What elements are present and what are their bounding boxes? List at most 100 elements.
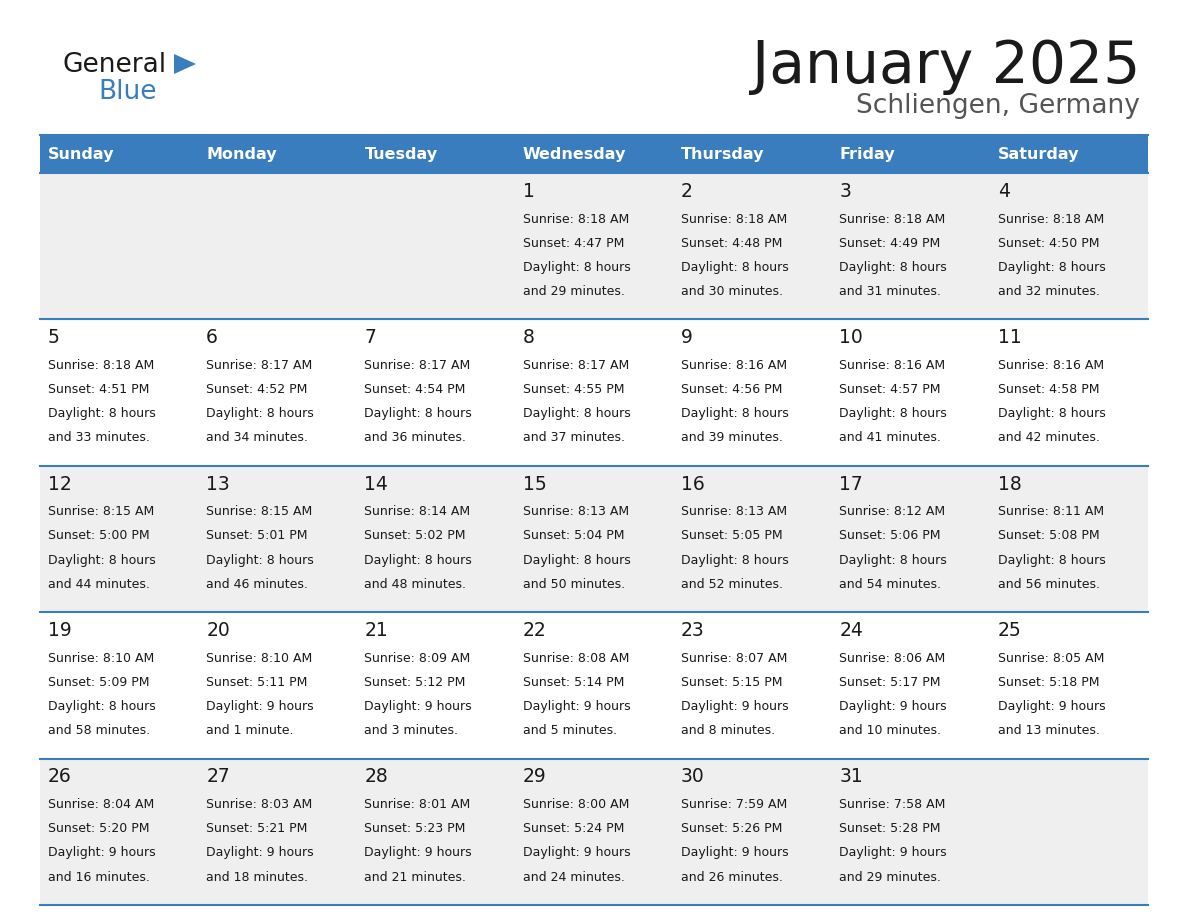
Text: and 24 minutes.: and 24 minutes.: [523, 870, 625, 884]
Text: Sunset: 5:08 PM: Sunset: 5:08 PM: [998, 530, 1099, 543]
Text: and 50 minutes.: and 50 minutes.: [523, 577, 625, 591]
Text: Sunrise: 8:08 AM: Sunrise: 8:08 AM: [523, 652, 630, 665]
Text: Sunrise: 8:17 AM: Sunrise: 8:17 AM: [365, 359, 470, 372]
Text: Blue: Blue: [97, 79, 157, 105]
Text: 6: 6: [207, 328, 219, 347]
Text: Sunset: 4:47 PM: Sunset: 4:47 PM: [523, 237, 624, 250]
Text: 14: 14: [365, 475, 388, 494]
Text: Daylight: 8 hours: Daylight: 8 hours: [48, 700, 156, 713]
Text: 23: 23: [681, 621, 704, 640]
Text: Sunset: 5:09 PM: Sunset: 5:09 PM: [48, 676, 150, 688]
Text: 27: 27: [207, 767, 230, 787]
Text: Daylight: 9 hours: Daylight: 9 hours: [523, 700, 631, 713]
Text: Daylight: 9 hours: Daylight: 9 hours: [840, 700, 947, 713]
Text: Daylight: 8 hours: Daylight: 8 hours: [681, 408, 789, 420]
Text: and 18 minutes.: and 18 minutes.: [207, 870, 308, 884]
Text: 26: 26: [48, 767, 71, 787]
Text: Sunrise: 8:16 AM: Sunrise: 8:16 AM: [998, 359, 1104, 372]
Text: Sunset: 5:18 PM: Sunset: 5:18 PM: [998, 676, 1099, 688]
Text: 21: 21: [365, 621, 388, 640]
Text: Sunset: 5:15 PM: Sunset: 5:15 PM: [681, 676, 783, 688]
Text: Sunset: 4:49 PM: Sunset: 4:49 PM: [840, 237, 941, 250]
Text: and 29 minutes.: and 29 minutes.: [840, 870, 941, 884]
Text: Sunrise: 8:18 AM: Sunrise: 8:18 AM: [523, 213, 628, 226]
Text: Daylight: 9 hours: Daylight: 9 hours: [681, 846, 789, 859]
Text: Daylight: 8 hours: Daylight: 8 hours: [365, 408, 473, 420]
Text: Sunset: 5:04 PM: Sunset: 5:04 PM: [523, 530, 624, 543]
Text: Sunrise: 8:10 AM: Sunrise: 8:10 AM: [207, 652, 312, 665]
Text: Sunrise: 8:15 AM: Sunrise: 8:15 AM: [48, 505, 154, 519]
Text: Sunset: 5:17 PM: Sunset: 5:17 PM: [840, 676, 941, 688]
Text: 4: 4: [998, 182, 1010, 201]
Text: and 46 minutes.: and 46 minutes.: [207, 577, 308, 591]
Text: 8: 8: [523, 328, 535, 347]
Text: Sunrise: 8:13 AM: Sunrise: 8:13 AM: [523, 505, 628, 519]
Bar: [40, 758, 1148, 905]
Text: 29: 29: [523, 767, 546, 787]
Text: Sunrise: 8:18 AM: Sunrise: 8:18 AM: [998, 213, 1104, 226]
Text: Daylight: 8 hours: Daylight: 8 hours: [840, 261, 947, 274]
Text: 30: 30: [681, 767, 704, 787]
Text: Sunrise: 7:59 AM: Sunrise: 7:59 AM: [681, 798, 788, 812]
Text: Monday: Monday: [207, 147, 277, 162]
Text: Daylight: 8 hours: Daylight: 8 hours: [523, 408, 631, 420]
Text: and 16 minutes.: and 16 minutes.: [48, 870, 150, 884]
Text: Daylight: 8 hours: Daylight: 8 hours: [523, 261, 631, 274]
Text: Daylight: 8 hours: Daylight: 8 hours: [523, 554, 631, 566]
Text: 10: 10: [840, 328, 864, 347]
Text: Sunrise: 8:09 AM: Sunrise: 8:09 AM: [365, 652, 470, 665]
Text: Sunrise: 8:03 AM: Sunrise: 8:03 AM: [207, 798, 312, 812]
Text: Daylight: 9 hours: Daylight: 9 hours: [48, 846, 156, 859]
Bar: [40, 135, 1148, 173]
Text: General: General: [62, 52, 166, 78]
Text: 16: 16: [681, 475, 704, 494]
Text: Sunset: 4:51 PM: Sunset: 4:51 PM: [48, 383, 150, 396]
Text: Sunset: 5:26 PM: Sunset: 5:26 PM: [681, 823, 783, 835]
Text: and 30 minutes.: and 30 minutes.: [681, 285, 783, 298]
Text: Sunrise: 8:05 AM: Sunrise: 8:05 AM: [998, 652, 1104, 665]
Text: Sunrise: 8:14 AM: Sunrise: 8:14 AM: [365, 505, 470, 519]
Text: Schliengen, Germany: Schliengen, Germany: [857, 93, 1140, 119]
Text: Sunrise: 8:11 AM: Sunrise: 8:11 AM: [998, 505, 1104, 519]
Bar: [40, 319, 1148, 465]
Text: and 34 minutes.: and 34 minutes.: [207, 431, 308, 444]
Text: 5: 5: [48, 328, 59, 347]
Text: Sunset: 4:48 PM: Sunset: 4:48 PM: [681, 237, 783, 250]
Text: and 37 minutes.: and 37 minutes.: [523, 431, 625, 444]
Text: Sunset: 5:23 PM: Sunset: 5:23 PM: [365, 823, 466, 835]
Bar: [40, 612, 1148, 758]
Text: Daylight: 8 hours: Daylight: 8 hours: [840, 408, 947, 420]
Text: Sunset: 4:57 PM: Sunset: 4:57 PM: [840, 383, 941, 396]
Text: Sunrise: 8:06 AM: Sunrise: 8:06 AM: [840, 652, 946, 665]
Text: 3: 3: [840, 182, 852, 201]
Text: Sunset: 5:11 PM: Sunset: 5:11 PM: [207, 676, 308, 688]
Text: Daylight: 8 hours: Daylight: 8 hours: [840, 554, 947, 566]
Text: Daylight: 8 hours: Daylight: 8 hours: [998, 261, 1105, 274]
Text: and 42 minutes.: and 42 minutes.: [998, 431, 1100, 444]
Text: Sunset: 4:50 PM: Sunset: 4:50 PM: [998, 237, 1099, 250]
Text: and 41 minutes.: and 41 minutes.: [840, 431, 941, 444]
Text: 24: 24: [840, 621, 864, 640]
Text: Sunrise: 8:10 AM: Sunrise: 8:10 AM: [48, 652, 154, 665]
Text: Sunset: 4:58 PM: Sunset: 4:58 PM: [998, 383, 1099, 396]
Text: Daylight: 8 hours: Daylight: 8 hours: [48, 554, 156, 566]
Text: Sunset: 5:21 PM: Sunset: 5:21 PM: [207, 823, 308, 835]
Text: 20: 20: [207, 621, 230, 640]
Text: Saturday: Saturday: [998, 147, 1079, 162]
Text: and 56 minutes.: and 56 minutes.: [998, 577, 1100, 591]
Text: Sunset: 4:54 PM: Sunset: 4:54 PM: [365, 383, 466, 396]
Text: Sunrise: 8:12 AM: Sunrise: 8:12 AM: [840, 505, 946, 519]
Text: 7: 7: [365, 328, 377, 347]
Text: 28: 28: [365, 767, 388, 787]
Text: Daylight: 9 hours: Daylight: 9 hours: [681, 700, 789, 713]
Text: and 3 minutes.: and 3 minutes.: [365, 724, 459, 737]
Text: Sunrise: 8:07 AM: Sunrise: 8:07 AM: [681, 652, 788, 665]
Text: and 36 minutes.: and 36 minutes.: [365, 431, 467, 444]
Text: Sunset: 4:56 PM: Sunset: 4:56 PM: [681, 383, 783, 396]
Text: Sunrise: 8:00 AM: Sunrise: 8:00 AM: [523, 798, 630, 812]
Text: Wednesday: Wednesday: [523, 147, 626, 162]
Text: Sunset: 5:02 PM: Sunset: 5:02 PM: [365, 530, 466, 543]
Text: Sunrise: 8:18 AM: Sunrise: 8:18 AM: [840, 213, 946, 226]
Text: and 8 minutes.: and 8 minutes.: [681, 724, 776, 737]
Text: Daylight: 8 hours: Daylight: 8 hours: [207, 554, 314, 566]
